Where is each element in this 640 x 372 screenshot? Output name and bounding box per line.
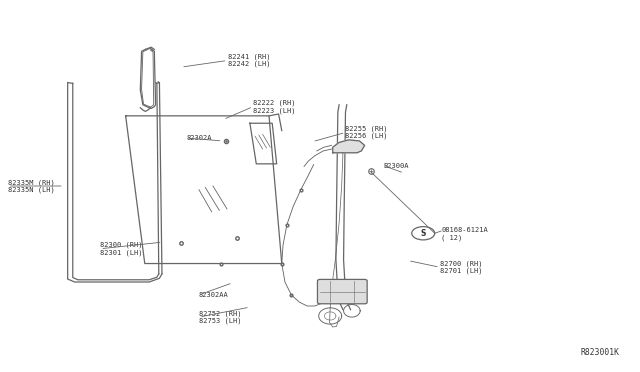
Text: B2300A: B2300A: [384, 163, 409, 169]
Text: 82222 (RH)
82223 (LH): 82222 (RH) 82223 (LH): [253, 100, 296, 113]
Text: S: S: [420, 229, 426, 238]
Text: R823001K: R823001K: [580, 347, 620, 357]
FancyBboxPatch shape: [317, 279, 367, 304]
Text: 82752 (RH)
82753 (LH): 82752 (RH) 82753 (LH): [199, 310, 241, 324]
Text: 82302AA: 82302AA: [199, 292, 228, 298]
Text: 08168-6121A
( 12): 08168-6121A ( 12): [441, 227, 488, 241]
Text: 82300 (RH)
82301 (LH): 82300 (RH) 82301 (LH): [100, 242, 143, 256]
Polygon shape: [333, 140, 365, 153]
Text: 82241 (RH)
82242 (LH): 82241 (RH) 82242 (LH): [228, 54, 270, 67]
Text: 82302A: 82302A: [186, 135, 212, 141]
Text: 82335M (RH)
82335N (LH): 82335M (RH) 82335N (LH): [8, 179, 54, 193]
Text: 82255 (RH)
82256 (LH): 82255 (RH) 82256 (LH): [346, 125, 388, 140]
Text: 82700 (RH)
82701 (LH): 82700 (RH) 82701 (LH): [440, 260, 483, 274]
